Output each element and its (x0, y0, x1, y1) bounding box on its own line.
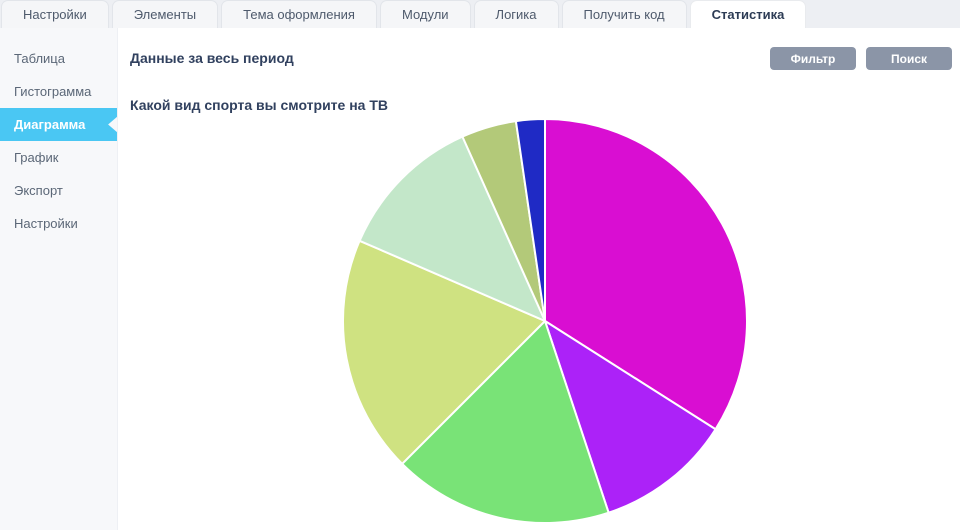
tab-modules[interactable]: Модули (379, 0, 471, 28)
pie-slice[interactable] (401, 320, 610, 524)
sidebar-item-graph[interactable]: График (14, 150, 59, 165)
header-buttons: Фильтр Поиск (770, 47, 952, 70)
tab-settings[interactable]: Настройки (1, 0, 109, 28)
main-header: Данные за весь период Фильтр Поиск (130, 47, 952, 70)
pie-slice[interactable] (342, 239, 546, 465)
sidebar-item-histogram[interactable]: Гистограмма (14, 84, 92, 99)
tab-theme[interactable]: Тема оформления (221, 0, 377, 28)
pie-slice[interactable] (358, 135, 546, 322)
page-title: Данные за весь период (130, 50, 294, 66)
filter-button[interactable]: Фильтр (770, 47, 856, 70)
tab-get-code[interactable]: Получить код (561, 0, 687, 28)
tab-logic[interactable]: Логика (473, 0, 559, 28)
sidebar-item-table[interactable]: Таблица (14, 51, 65, 66)
pie-slice[interactable] (544, 320, 717, 514)
tab-elements[interactable]: Элементы (111, 0, 219, 28)
chart-title: Какой вид спорта вы смотрите на ТВ (130, 97, 389, 113)
top-tab-bar: Настройки Элементы Тема оформления Модули Ло… (0, 0, 960, 28)
pie-slice[interactable] (514, 118, 546, 322)
sidebar-item-settings[interactable]: Настройки (14, 216, 78, 231)
sidebar-item-export[interactable]: Экспорт (14, 183, 63, 198)
pie-chart (341, 117, 749, 525)
pie-slice[interactable] (544, 118, 748, 431)
sidebar: Таблица Гистограмма Диаграмма График Экспорт… (0, 28, 118, 530)
sidebar-item-diagram[interactable]: Диаграмма (0, 108, 117, 141)
tab-statistics[interactable]: Статистика (689, 0, 807, 28)
search-button[interactable]: Поиск (866, 47, 952, 70)
